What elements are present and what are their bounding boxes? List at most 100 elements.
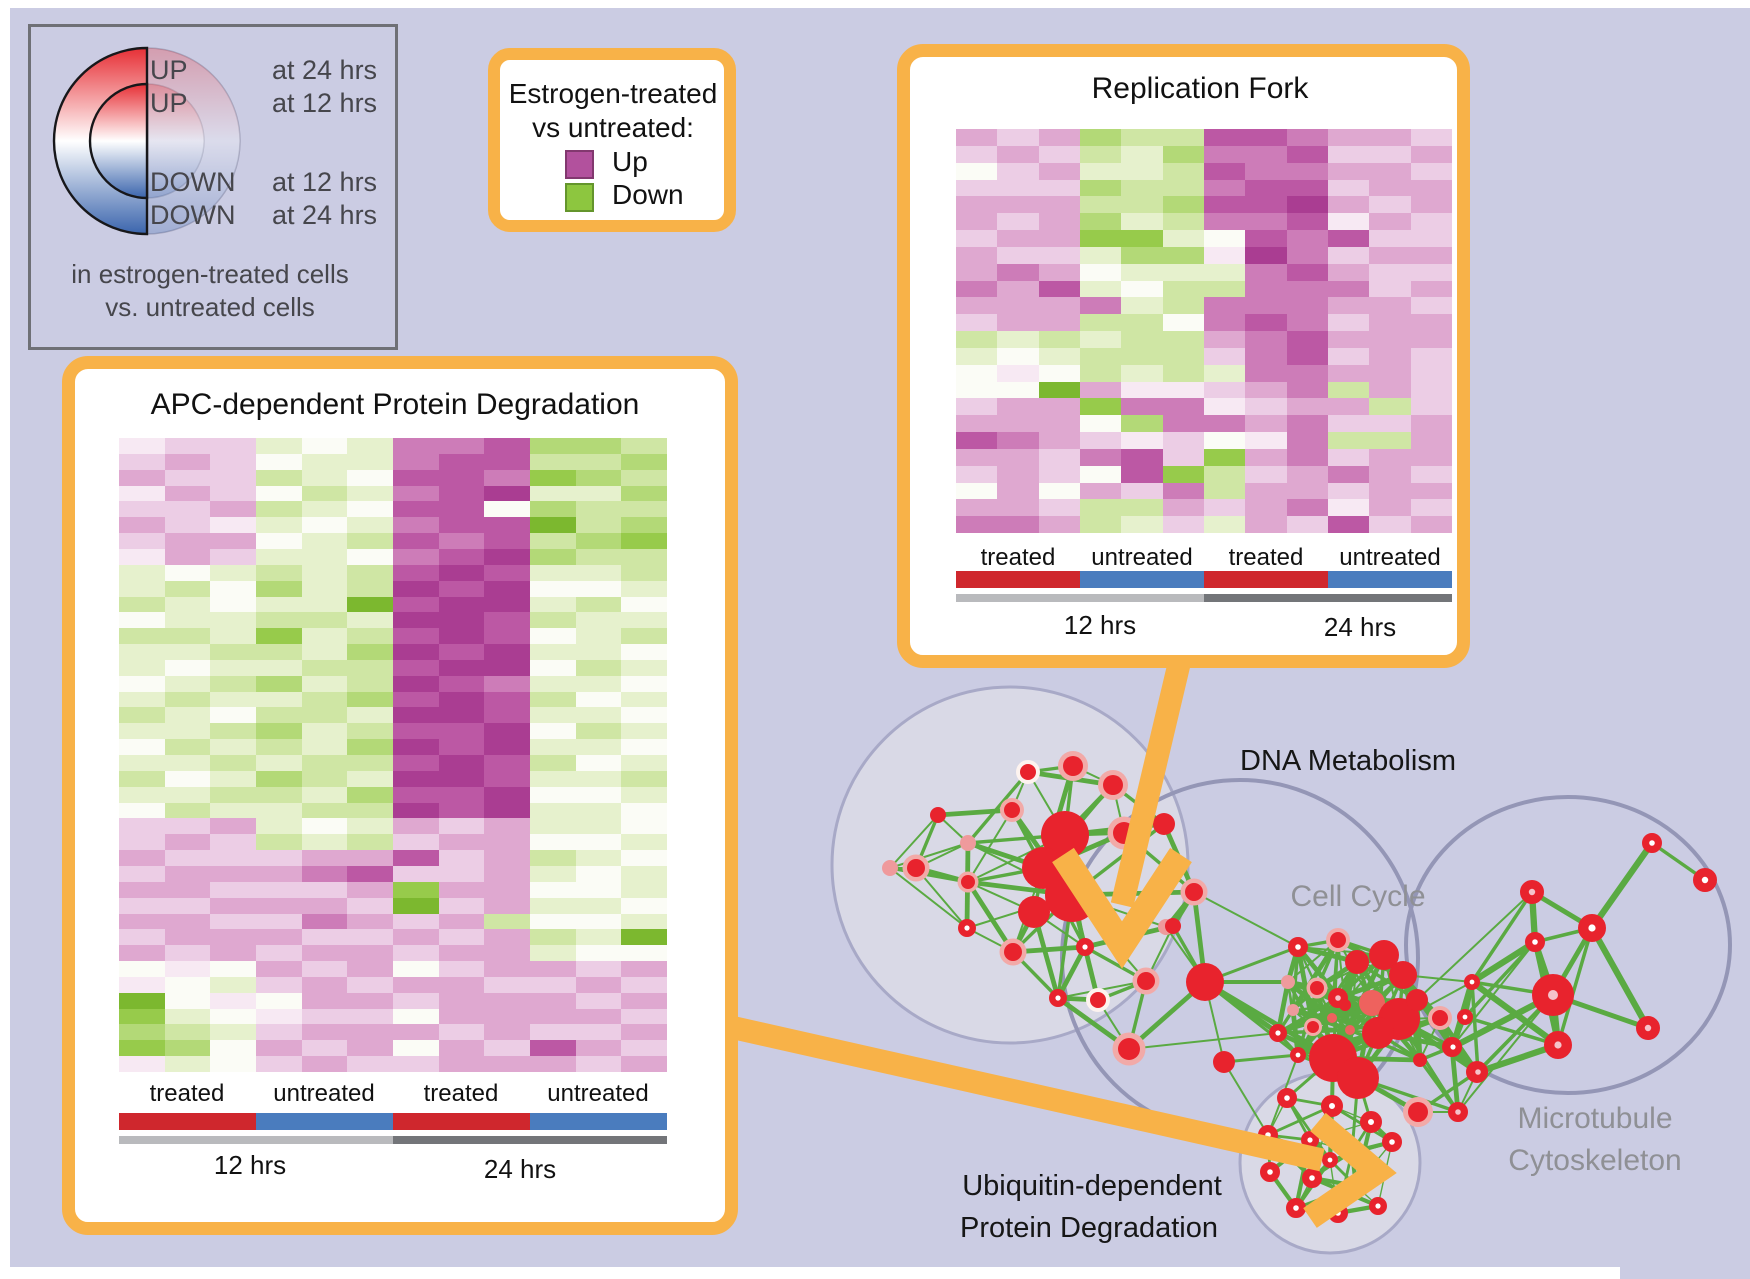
heatmap-cell xyxy=(210,929,256,946)
up-label: Up xyxy=(612,146,648,177)
heatmap-cell xyxy=(530,501,576,518)
heatmap-cell xyxy=(301,707,348,724)
heatmap-cell xyxy=(119,628,165,645)
heatmap-cell xyxy=(256,834,302,851)
heatmap-cell xyxy=(1038,162,1080,180)
rf-24hrs-label: 24 hrs xyxy=(1323,612,1397,642)
heatmap-cell xyxy=(484,897,530,914)
heatmap-cell xyxy=(1369,432,1411,449)
heatmap-cell xyxy=(393,834,439,851)
heatmap-cell xyxy=(1410,331,1452,348)
heatmap-cell xyxy=(164,976,211,993)
heatmap-cell xyxy=(530,913,576,930)
heatmap-cell xyxy=(119,469,165,486)
heatmap-cell xyxy=(1038,179,1080,197)
heatmap-cell xyxy=(1245,364,1287,382)
heatmap-cell xyxy=(1162,347,1204,365)
heatmap-cell xyxy=(210,469,256,486)
heatmap-cell xyxy=(956,179,998,197)
heatmap-cell xyxy=(997,516,1039,533)
heatmap-cell xyxy=(210,992,256,1009)
heatmap-cell xyxy=(256,438,302,454)
heatmap-cell xyxy=(1079,196,1122,214)
heatmap-cell xyxy=(956,314,998,331)
heatmap-cell xyxy=(393,517,439,534)
heatmap-cell xyxy=(484,850,530,866)
heatmap-cell xyxy=(1038,213,1080,230)
heatmap-cell xyxy=(1121,347,1163,365)
heatmap-cell xyxy=(484,548,530,565)
heatmap-cell xyxy=(301,580,348,597)
heatmap-cell xyxy=(438,818,485,835)
heatmap-cell xyxy=(119,596,165,613)
estrogen-legend-title-2: vs untreated: xyxy=(532,112,694,143)
heatmap-cell xyxy=(1203,364,1246,382)
heatmap-cell xyxy=(210,802,256,819)
heatmap-cell xyxy=(997,280,1039,298)
heatmap-cell xyxy=(1079,162,1122,180)
heatmap-cell xyxy=(484,786,530,803)
heatmap-cell xyxy=(575,1024,622,1041)
heatmap-cell xyxy=(997,297,1039,315)
heatmap-cell xyxy=(210,612,256,629)
heatmap-cell xyxy=(438,533,485,549)
heatmap-cell xyxy=(1286,213,1328,230)
heatmap-cell xyxy=(1245,196,1287,214)
heatmap-cell xyxy=(164,691,211,708)
heatmap-cell xyxy=(256,739,302,755)
heatmap-cell xyxy=(210,691,256,708)
heatmap-cell xyxy=(210,1040,256,1057)
heatmap-cell xyxy=(530,770,576,787)
heatmap-cell xyxy=(256,1008,302,1025)
heatmap-cell xyxy=(1203,297,1246,315)
heatmap-cell xyxy=(575,628,622,645)
heatmap-cell xyxy=(1410,196,1452,214)
heatmap-cell xyxy=(1369,145,1411,163)
heatmap-cell xyxy=(530,1024,576,1041)
heatmap-cell xyxy=(530,533,576,549)
heatmap-cell xyxy=(393,580,439,597)
heatmap-cell xyxy=(1369,196,1411,214)
heatmap-cell xyxy=(256,802,302,819)
heatmap-cell xyxy=(1121,364,1163,382)
heatmap-cell xyxy=(1327,196,1370,214)
heatmap-cell xyxy=(1203,230,1246,247)
estrogen-legend-panel xyxy=(488,48,736,232)
heatmap-cell xyxy=(621,865,667,882)
heatmap-cell xyxy=(210,485,256,502)
heatmap-cell xyxy=(1038,364,1080,382)
heatmap-cell xyxy=(575,580,622,597)
heatmap-cell xyxy=(1079,314,1122,331)
heatmap-cell xyxy=(997,162,1039,180)
heatmap-cell xyxy=(484,469,530,486)
heatmap-cell xyxy=(621,580,667,597)
heatmap-cell xyxy=(1162,448,1204,466)
heatmap-cell xyxy=(301,1008,348,1025)
heatmap-cell xyxy=(1162,364,1204,382)
heatmap-cell xyxy=(956,415,998,432)
heatmap-cell xyxy=(575,564,622,581)
heatmap-cell xyxy=(347,976,393,993)
legend-up-24: UP xyxy=(150,55,188,85)
heatmap-cell xyxy=(347,755,393,771)
heatmap-cell xyxy=(347,881,393,898)
heatmap-cell xyxy=(1369,297,1411,315)
heatmap-cell xyxy=(1079,482,1122,500)
heatmap-cell xyxy=(484,628,530,645)
heatmap-cell xyxy=(1410,246,1452,264)
heatmap-cell xyxy=(1079,280,1122,298)
heatmap-cell xyxy=(301,945,348,962)
heatmap-cell xyxy=(393,945,439,962)
apc-untreated-bar-12 xyxy=(256,1113,393,1130)
heatmap-cell xyxy=(301,596,348,613)
rf-12hrs-label: 12 hrs xyxy=(1063,610,1137,640)
heatmap-cell xyxy=(301,438,348,454)
heatmap-cell xyxy=(164,834,211,851)
heatmap-cell xyxy=(119,533,165,549)
heatmap-cell xyxy=(1079,347,1122,365)
heatmap-cell xyxy=(1286,297,1328,315)
heatmap-cell xyxy=(997,263,1039,281)
heatmap-cell xyxy=(301,770,348,787)
heatmap-cell xyxy=(530,897,576,914)
heatmap-cell xyxy=(997,246,1039,264)
